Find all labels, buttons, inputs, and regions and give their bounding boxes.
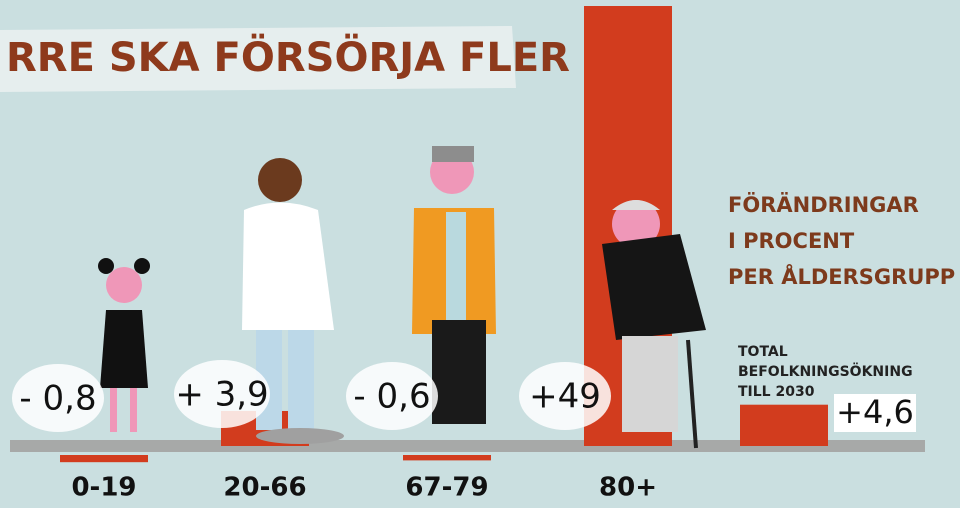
value-label: + 3,9	[175, 375, 268, 415]
total-label-line: TILL 2030	[738, 384, 815, 400]
bar	[60, 455, 148, 462]
x-tick-label: 67-79	[405, 473, 488, 503]
x-tick-label: 0-19	[71, 473, 136, 503]
annotation-line: PER ÅLDERSGRUPP	[728, 264, 955, 289]
value-label: - 0,6	[353, 377, 430, 417]
annotation-line: FÖRÄNDRINGAR	[728, 192, 919, 217]
x-tick-label: 20-66	[223, 473, 306, 503]
total-label-line: BEFOLKNINGSÖKNING	[738, 362, 913, 380]
x-tick-label: 80+	[599, 473, 657, 503]
total-bar	[740, 405, 828, 446]
value-label: +49	[529, 377, 601, 417]
annotation-line: I PROCENT	[728, 229, 855, 253]
total-label-line: TOTAL	[738, 344, 788, 360]
bar	[403, 455, 491, 460]
value-label: - 0,8	[19, 379, 96, 419]
chart-title: RRE SKA FÖRSÖRJA FLER	[6, 33, 570, 81]
chart: RRE SKA FÖRSÖRJA FLER FÖRÄNDRINGAR I PRO…	[0, 0, 960, 508]
total-value-label: +4,6	[836, 393, 914, 431]
